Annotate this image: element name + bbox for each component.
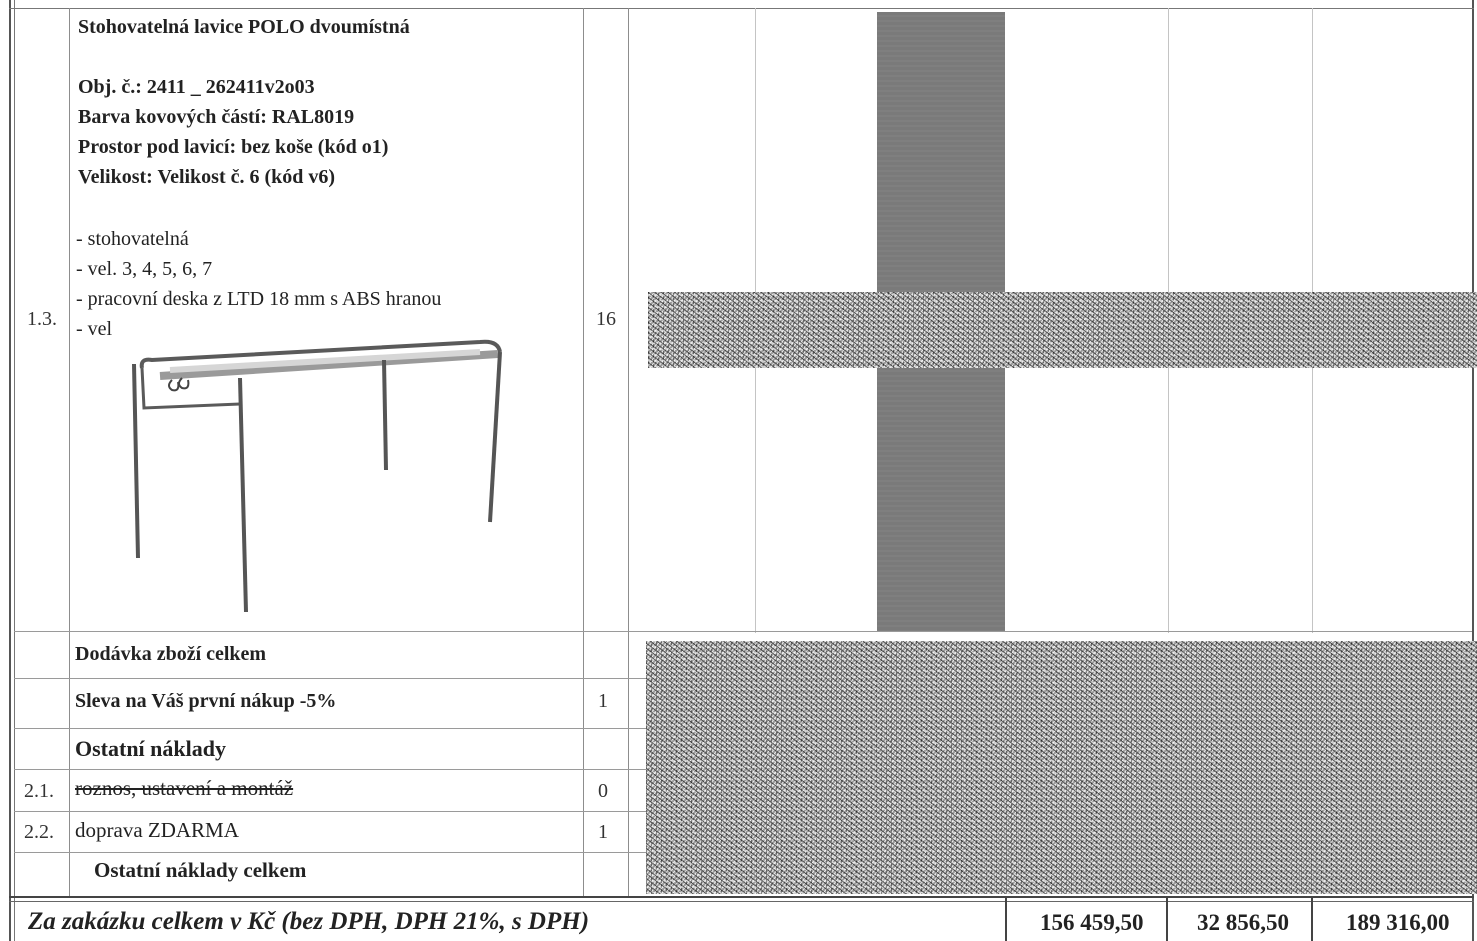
row-sep-22	[14, 852, 648, 853]
col-sep-qty-right	[628, 8, 629, 898]
top-border	[9, 8, 1474, 9]
outer-left-border-inner	[14, 0, 15, 941]
item-bullet: - vel. 3, 4, 5, 6, 7	[76, 258, 213, 280]
item-bullet: - vel	[76, 318, 113, 340]
item-bullet: - pracovní deska z LTD 18 mm s ABS hrano…	[76, 288, 442, 310]
redacted-totals-block	[646, 641, 1477, 894]
outer-right-border	[1472, 0, 1474, 941]
footer-top-border	[9, 896, 1474, 898]
redacted-prices-band	[648, 292, 1477, 368]
row-2-1-qty: 0	[598, 780, 608, 802]
total-with-vat: 189 316,00	[1346, 910, 1450, 935]
row-sep-item-end	[14, 631, 1472, 632]
row-sep-21	[14, 811, 648, 812]
outer-left-border	[9, 0, 11, 941]
footer-sep-2	[1166, 898, 1168, 941]
other-costs-heading: Ostatní náklady	[75, 736, 226, 761]
other-total-label: Ostatní náklady celkem	[94, 858, 307, 882]
item-order-number: Obj. č.: 2411 _ 262411v2o03	[78, 76, 315, 98]
row-2-2-label: doprava ZDARMA	[75, 818, 239, 842]
footer-top-border-2	[9, 901, 1474, 902]
item-title: Stohovatelná lavice POLO dvoumístná	[78, 16, 410, 38]
item-space: Prostor pod lavicí: bez koše (kód o1)	[78, 136, 389, 158]
item-color: Barva kovových částí: RAL8019	[78, 106, 355, 128]
footer-sep-1	[1005, 898, 1007, 941]
row-sep-goods-total	[14, 678, 648, 679]
row-2-1-label: roznos, ustavení a montáž	[75, 776, 294, 800]
row-sep-other	[14, 769, 648, 770]
footer-sep-3	[1311, 898, 1313, 941]
goods-total-label: Dodávka zboží celkem	[75, 643, 267, 665]
redacted-price-column	[877, 12, 1005, 632]
item-quantity: 16	[596, 308, 616, 330]
discount-label: Sleva na Váš první nákup -5%	[75, 690, 337, 712]
item-number: 1.3.	[27, 308, 57, 330]
total-vat: 32 856,50	[1197, 910, 1289, 935]
item-size: Velikost: Velikost č. 6 (kód v6)	[78, 166, 336, 188]
row-2-1-number: 2.1.	[24, 780, 54, 802]
total-without-vat: 156 459,50	[1040, 910, 1144, 935]
col-sep-number	[69, 8, 70, 898]
order-total-label: Za zakázku celkem v Kč (bez DPH, DPH 21%…	[28, 908, 590, 935]
col-sep-qty-left	[583, 8, 584, 898]
row-2-2-qty: 1	[598, 821, 608, 843]
bench-product-image	[132, 339, 502, 613]
row-sep-discount	[14, 728, 648, 729]
item-bullet: - stohovatelná	[76, 228, 189, 250]
row-2-2-number: 2.2.	[24, 821, 54, 843]
discount-qty: 1	[598, 690, 608, 712]
